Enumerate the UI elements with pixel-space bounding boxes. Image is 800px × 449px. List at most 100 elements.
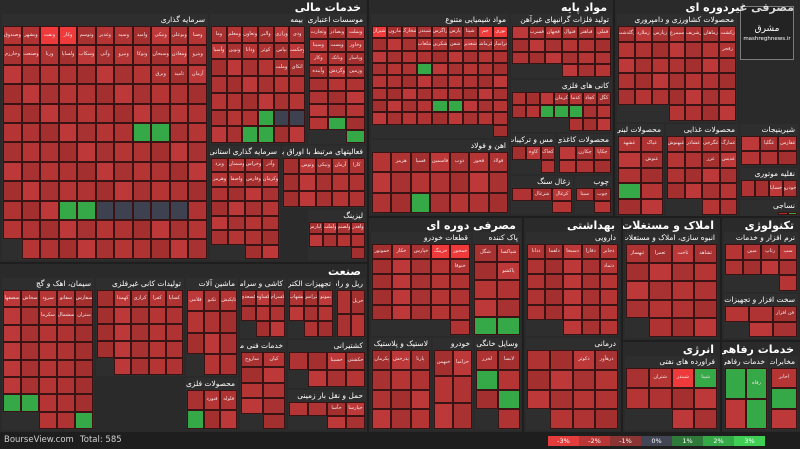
- stock-tile[interactable]: وکار: [58, 26, 78, 46]
- stock-tile[interactable]: [151, 84, 170, 104]
- industry-block[interactable]: ماشین آلات تاپکیش تکنو فلامی: [186, 278, 238, 376]
- stock-tile[interactable]: وتوس: [299, 158, 316, 175]
- industry-block[interactable]: درمانی درهآور دکوثر: [526, 338, 619, 430]
- stock-tile[interactable]: [432, 75, 448, 88]
- stock-tile[interactable]: [75, 342, 93, 360]
- stock-tile[interactable]: [40, 64, 59, 85]
- stock-tile[interactable]: [648, 262, 672, 282]
- stock-tile[interactable]: [188, 142, 207, 162]
- stock-tile[interactable]: [668, 41, 686, 58]
- stock-tile[interactable]: [685, 89, 703, 106]
- stock-tile[interactable]: [148, 307, 166, 324]
- stock-tile[interactable]: [220, 311, 237, 333]
- stock-tile[interactable]: [151, 220, 170, 240]
- stock-tile[interactable]: [315, 174, 333, 191]
- stock-tile[interactable]: سکرما: [39, 307, 57, 325]
- stock-tile[interactable]: [131, 324, 149, 341]
- stock-tile[interactable]: وپاسار: [346, 52, 365, 65]
- stock-tile[interactable]: [434, 376, 453, 403]
- stock-tile[interactable]: [211, 76, 227, 93]
- stock-tile[interactable]: [114, 341, 132, 358]
- stock-tile[interactable]: [372, 50, 388, 63]
- stock-tile[interactable]: [725, 368, 746, 399]
- industry-block[interactable]: فراورده های نفتی شپنا شبندر شتران: [625, 356, 718, 430]
- stock-tile[interactable]: [702, 57, 720, 74]
- stock-tile[interactable]: ددانا: [527, 244, 546, 260]
- stock-tile[interactable]: [778, 150, 797, 165]
- stock-tile[interactable]: [685, 57, 703, 74]
- stock-tile[interactable]: [114, 358, 132, 375]
- stock-tile[interactable]: وآتی: [95, 45, 115, 65]
- stock-tile[interactable]: [595, 409, 618, 429]
- stock-tile[interactable]: کرازی: [131, 290, 149, 307]
- stock-tile[interactable]: [58, 239, 78, 259]
- stock-tile[interactable]: [725, 398, 746, 429]
- stock-tile[interactable]: [187, 332, 204, 354]
- stock-tile[interactable]: زکشت: [719, 26, 736, 42]
- stock-tile[interactable]: [476, 389, 498, 410]
- stock-tile[interactable]: [512, 38, 529, 52]
- stock-tile[interactable]: فلامی: [187, 290, 204, 312]
- stock-tile[interactable]: [299, 174, 316, 191]
- stock-tile[interactable]: [346, 91, 365, 104]
- stock-tile[interactable]: [594, 38, 611, 52]
- stock-tile[interactable]: [40, 220, 59, 240]
- stock-tile[interactable]: [77, 239, 96, 259]
- stock-tile[interactable]: [21, 307, 39, 325]
- stock-tile[interactable]: ونیکی: [151, 26, 170, 46]
- stock-tile[interactable]: [131, 307, 149, 324]
- stock-tile[interactable]: [346, 369, 365, 387]
- stock-tile[interactable]: دلقما: [545, 244, 564, 260]
- stock-tile[interactable]: [593, 200, 611, 213]
- stock-tile[interactable]: [283, 174, 300, 191]
- stock-tile[interactable]: [725, 244, 743, 260]
- stock-tile[interactable]: [527, 289, 546, 305]
- stock-tile[interactable]: ونیرو: [114, 45, 133, 65]
- stock-tile[interactable]: [273, 92, 290, 110]
- stock-tile[interactable]: [211, 92, 227, 110]
- stock-tile[interactable]: [593, 159, 611, 173]
- stock-tile[interactable]: غشاذر: [684, 136, 702, 152]
- stock-tile[interactable]: ونیکی: [315, 158, 333, 175]
- stock-tile[interactable]: [351, 246, 365, 259]
- industry-block[interactable]: خدمات فنی مهندسی کیان ساروج: [240, 340, 286, 430]
- stock-tile[interactable]: [618, 57, 635, 74]
- stock-tile[interactable]: [21, 142, 41, 162]
- stock-tile[interactable]: [372, 369, 392, 390]
- stock-tile[interactable]: [114, 84, 133, 104]
- stock-tile[interactable]: شبندر: [417, 26, 433, 39]
- stock-tile[interactable]: [77, 64, 96, 85]
- stock-tile[interactable]: [749, 306, 773, 322]
- stock-tile[interactable]: رفاه: [746, 368, 767, 399]
- stock-tile[interactable]: [432, 50, 448, 63]
- stock-tile[interactable]: [477, 99, 493, 113]
- stock-tile[interactable]: [132, 103, 152, 124]
- stock-tile[interactable]: [242, 59, 259, 77]
- industry-block[interactable]: کانی های فلزی کگل کچاد کدما کرمان: [511, 80, 612, 132]
- stock-tile[interactable]: بترانس: [303, 290, 319, 306]
- stock-tile[interactable]: [289, 305, 304, 322]
- stock-tile[interactable]: خودرو: [783, 180, 797, 197]
- stock-tile[interactable]: وصنا: [188, 26, 207, 46]
- stock-tile[interactable]: [477, 87, 493, 100]
- stock-tile[interactable]: [497, 316, 520, 335]
- stock-tile[interactable]: چکاپا: [593, 146, 611, 160]
- stock-tile[interactable]: فباهنر: [578, 26, 595, 39]
- stock-tile[interactable]: [498, 409, 520, 429]
- stock-tile[interactable]: [512, 146, 527, 160]
- stock-tile[interactable]: [169, 200, 189, 221]
- stock-tile[interactable]: [169, 84, 189, 104]
- stock-tile[interactable]: شفن: [447, 38, 463, 51]
- stock-tile[interactable]: [545, 274, 564, 290]
- stock-tile[interactable]: [95, 84, 115, 104]
- stock-tile[interactable]: [327, 104, 347, 117]
- stock-tile[interactable]: [75, 324, 93, 343]
- stock-tile[interactable]: [309, 117, 328, 130]
- stock-tile[interactable]: [327, 117, 347, 130]
- stock-tile[interactable]: [203, 409, 221, 429]
- stock-tile[interactable]: ورازی: [273, 26, 290, 43]
- stock-tile[interactable]: [21, 376, 39, 395]
- stock-tile[interactable]: [39, 411, 57, 429]
- stock-tile[interactable]: [694, 281, 717, 300]
- stock-tile[interactable]: [308, 402, 327, 416]
